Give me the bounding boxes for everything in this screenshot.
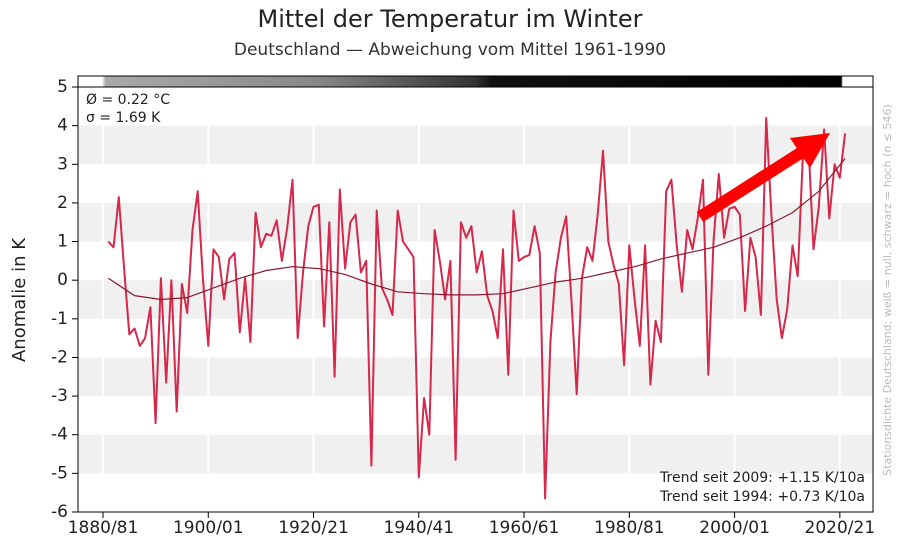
plot-area	[72, 86, 874, 518]
x-tick-label: 2020/21	[805, 518, 876, 538]
trend-note: Trend seit 1994: +0.73 K/10a	[659, 489, 865, 505]
y-axis-label: Anomalie in K	[9, 237, 30, 362]
grid-band	[78, 280, 873, 319]
x-tick-label: 1920/21	[278, 518, 349, 538]
chart-subtitle: Deutschland — Abweichung vom Mittel 1961…	[234, 40, 666, 60]
stat-mean: Ø = 0.22 °C	[86, 92, 170, 108]
x-tick-label: 1880/81	[68, 518, 139, 538]
stat-sigma: σ = 1.69 K	[86, 110, 161, 126]
y-tick-label: 1	[57, 232, 68, 252]
grid-band	[78, 357, 873, 397]
smoothed-line	[107, 158, 846, 301]
data-line	[107, 116, 847, 500]
trend-arrow	[696, 144, 809, 223]
trend-note: Trend seit 2009: +1.15 K/10a	[659, 470, 865, 486]
x-tick-label: 2000/01	[699, 518, 770, 538]
y-tick-label: 5	[57, 77, 68, 97]
y-tick-label: 2	[57, 193, 68, 213]
y-tick-label: -3	[51, 386, 68, 406]
x-tick-label: 1940/41	[383, 518, 454, 538]
x-tick-label: 1960/61	[489, 518, 560, 538]
chart-title: Mittel der Temperatur im Winter	[258, 5, 643, 33]
y-tick-label: -5	[51, 463, 68, 483]
y-tick-label: -1	[51, 309, 68, 329]
trend-arrow-head	[790, 133, 830, 168]
x-tick-label: 1980/81	[594, 518, 665, 538]
y-tick-label: -2	[51, 347, 68, 367]
y-tick-label: 3	[57, 154, 68, 174]
grid-band	[78, 202, 873, 242]
y-tick-label: 0	[57, 270, 68, 290]
y-tick-label: -4	[51, 425, 68, 445]
y-tick-label: -6	[51, 502, 68, 522]
grid-band	[78, 434, 873, 474]
side-note: Stationsdichte Deutschland: weiß = null,…	[881, 104, 894, 476]
grid-band	[78, 125, 873, 165]
y-tick-label: 4	[57, 116, 68, 136]
x-tick-label: 1900/01	[173, 518, 244, 538]
station-density-bar	[77, 75, 874, 88]
